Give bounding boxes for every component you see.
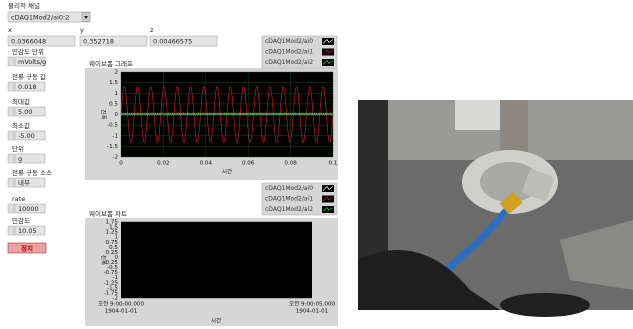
x-tick-date: 1904-01-01 [105, 309, 138, 315]
legend-label: cDAQ1Mod2/ai1 [265, 196, 313, 203]
spinner[interactable] [8, 226, 14, 235]
spinner[interactable] [8, 107, 14, 116]
control-label: 전류 구동 값 [12, 72, 46, 81]
stop-button-label[interactable]: 정지 [21, 244, 33, 253]
x-axis-label: 시간 [222, 168, 232, 176]
x-tick-time: 오전 9:00:05.000 [289, 300, 336, 308]
legend-label: cDAQ1Mod2/ai2 [265, 206, 313, 213]
control-value-text[interactable]: g [18, 155, 22, 163]
spinner[interactable] [8, 82, 14, 91]
spinner[interactable] [8, 154, 14, 163]
control-label: 최소값 [12, 121, 30, 130]
plot-title: 웨이브폼 그래프 [89, 59, 133, 68]
spinner[interactable] [8, 204, 14, 213]
readout-label: y [80, 26, 84, 34]
legend-label: cDAQ1Mod2/ai2 [265, 59, 313, 66]
control-label: 민감도 [12, 216, 30, 225]
readout-value-text: 0.0366048 [11, 38, 46, 46]
spinner[interactable] [8, 131, 14, 140]
x-tick-label: 0.04 [200, 161, 213, 167]
x-tick-time: 오전 9:00:00.000 [98, 300, 145, 308]
readout-label: x [8, 26, 12, 34]
y-tick-label: -1 [112, 133, 118, 139]
plot-title: 웨이브폼 차트 [89, 209, 127, 218]
spinner[interactable] [8, 57, 14, 66]
control-value-text[interactable]: 10000 [18, 205, 39, 213]
x-axis-label: 시간 [211, 317, 221, 325]
control-value-text[interactable]: 0.018 [18, 83, 37, 91]
control-value-text[interactable]: mVolts/g [18, 58, 46, 66]
y-axis-label: 진폭 [100, 109, 108, 119]
y-axis-label: 진폭 [100, 255, 108, 265]
legend-label: cDAQ1Mod2/ai0 [265, 185, 313, 192]
photo [358, 100, 633, 317]
control-value-text[interactable]: 내부 [18, 178, 30, 187]
y-tick-label: -1.5 [107, 144, 118, 150]
control-label: 민감도 단위 [12, 47, 44, 56]
channel-select-text[interactable]: cDAQ1Mod2/ai0:2 [11, 14, 69, 22]
control-label: rate [12, 195, 25, 203]
chart-plot [121, 222, 312, 298]
control-value-text[interactable]: -5.00 [18, 132, 35, 140]
channel-label: 물리적 채널 [8, 1, 40, 10]
y-tick-label: -0.5 [107, 123, 118, 129]
y-tick-label: 0.5 [109, 101, 118, 107]
control-value-text[interactable]: 5.00 [18, 108, 32, 116]
x-tick-label: 0 [119, 161, 123, 167]
x-tick-label: 0.08 [284, 161, 297, 167]
control-label: 최대값 [12, 97, 30, 106]
x-tick-label: 0.1 [329, 161, 338, 167]
y-tick-label: 1.5 [109, 80, 118, 86]
control-label: 단위 [12, 144, 24, 153]
screen: 정지 물리적 채널 cDAQ1Mod2/ai0:2 x 0.0366048 y 0.352… [0, 0, 633, 329]
legend-label: cDAQ1Mod2/ai1 [265, 49, 313, 56]
x-tick-label: 0.06 [242, 161, 255, 167]
readout-value-text: 0.00466575 [153, 38, 192, 46]
spinner[interactable] [8, 178, 14, 187]
legend-label: cDAQ1Mod2/ai0 [265, 38, 313, 45]
y-tick-label: 1 [114, 91, 118, 97]
control-label: 전류 구동 소스 [12, 168, 52, 177]
readout-label: z [150, 26, 154, 34]
x-tick-date: 1904-01-01 [296, 309, 329, 315]
y-tick-label: 2 [114, 70, 118, 76]
control-value-text[interactable]: 10.05 [18, 227, 37, 235]
x-tick-label: 0.02 [157, 161, 169, 167]
y-tick-label: 0 [114, 112, 118, 118]
readout-value-text: 0.352718 [83, 38, 114, 46]
y-tick-label: -2 [112, 155, 118, 161]
